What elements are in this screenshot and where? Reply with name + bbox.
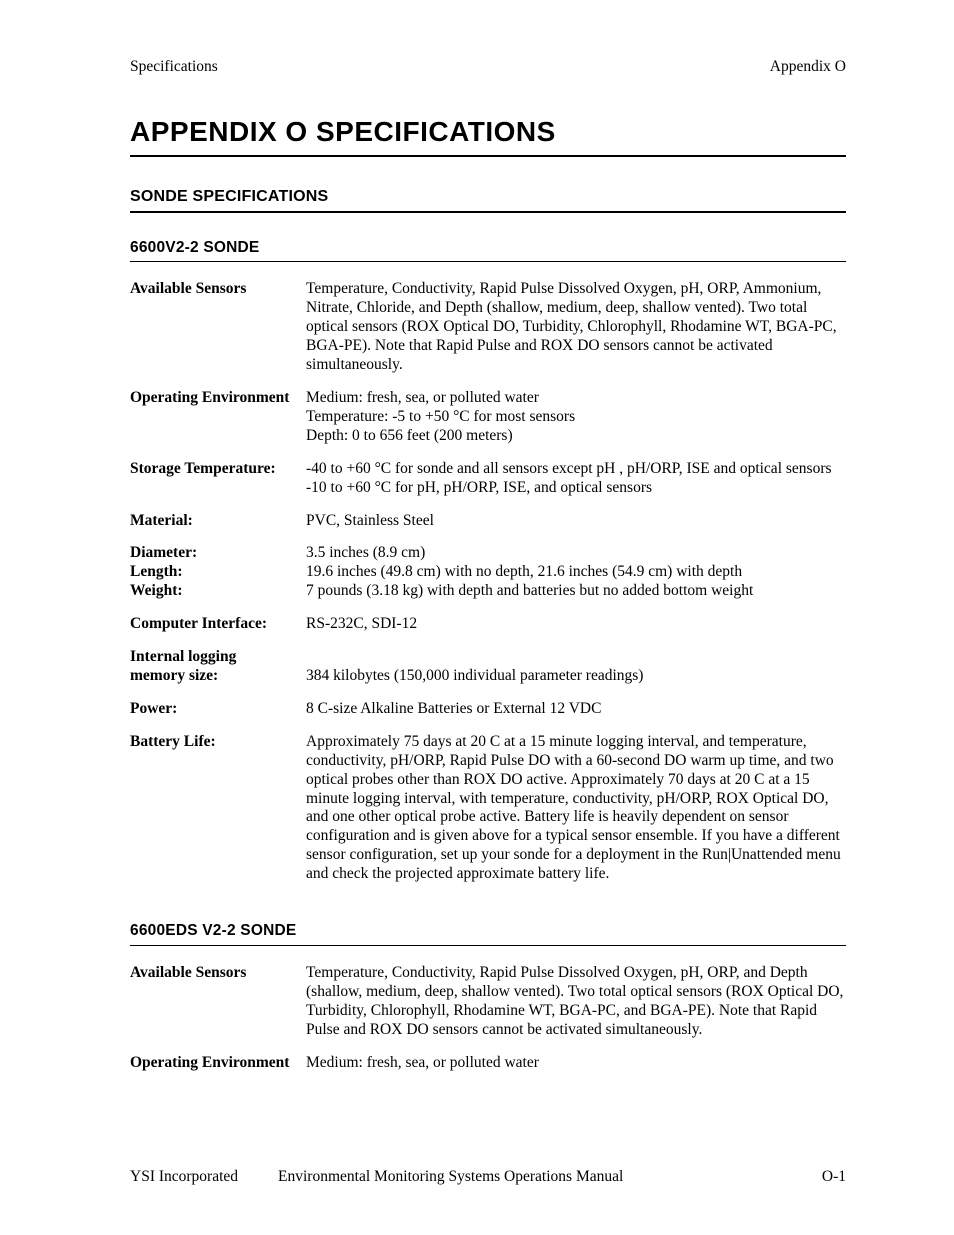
spec-value-line: 384 kilobytes (150,000 individual parame…	[306, 667, 846, 686]
spec-label-line: Weight:	[130, 582, 300, 601]
spec-label-line: Diameter:	[130, 544, 300, 563]
footer-left: YSI Incorporated	[130, 1168, 238, 1187]
spec-label: Operating Environment	[130, 389, 306, 408]
sub-6600eds-v2-2: 6600EDS V2-2 SONDE	[130, 922, 846, 941]
header-left: Specifications	[130, 58, 218, 77]
footer-right: O-1	[822, 1168, 846, 1187]
spec-value-line: 7 pounds (3.18 kg) with depth and batter…	[306, 582, 846, 601]
spec-label: Battery Life:	[130, 733, 306, 752]
footer-center: Environmental Monitoring Systems Operati…	[238, 1168, 822, 1187]
spec-label: Available Sensors	[130, 280, 306, 299]
sub-rule	[130, 261, 846, 262]
spec-label-line: Length:	[130, 563, 300, 582]
spec-value-line: Medium: fresh, sea, or polluted water	[306, 1054, 846, 1073]
page-header: Specifications Appendix O	[130, 58, 846, 77]
spec-power: Power: 8 C-size Alkaline Batteries or Ex…	[130, 700, 846, 719]
spec-available-sensors-2: Available Sensors Temperature, Conductiv…	[130, 964, 846, 1040]
section-rule	[130, 211, 846, 213]
spec-value-line: -40 to +60 °C for sonde and all sensors …	[306, 460, 846, 479]
spec-label: Storage Temperature:	[130, 460, 306, 479]
spec-operating-environment-2: Operating Environment Medium: fresh, sea…	[130, 1054, 846, 1073]
spec-available-sensors: Available Sensors Temperature, Conductiv…	[130, 280, 846, 375]
page-title: APPENDIX O SPECIFICATIONS	[130, 115, 846, 149]
spec-value: 384 kilobytes (150,000 individual parame…	[306, 648, 846, 686]
sub-rule	[130, 945, 846, 946]
spec-computer-interface: Computer Interface: RS-232C, SDI-12	[130, 615, 846, 634]
spec-value: -40 to +60 °C for sonde and all sensors …	[306, 460, 846, 498]
spec-label: Available Sensors	[130, 964, 306, 983]
spec-value-line: Medium: fresh, sea, or polluted water	[306, 389, 846, 408]
spec-material: Material: PVC, Stainless Steel	[130, 512, 846, 531]
spec-label-line: memory size:	[130, 667, 300, 686]
spec-value: RS-232C, SDI-12	[306, 615, 846, 634]
spec-value: PVC, Stainless Steel	[306, 512, 846, 531]
spec-value: Temperature, Conductivity, Rapid Pulse D…	[306, 280, 846, 375]
sub-6600v2-2: 6600V2-2 SONDE	[130, 239, 846, 258]
spec-operating-environment: Operating Environment Medium: fresh, sea…	[130, 389, 846, 446]
spec-value-line: Temperature: -5 to +50 °C for most senso…	[306, 408, 846, 427]
spec-value: Approximately 75 days at 20 C at a 15 mi…	[306, 733, 846, 884]
section-sonde-specifications: SONDE SPECIFICATIONS	[130, 187, 846, 207]
spec-value-line: Depth: 0 to 656 feet (200 meters)	[306, 427, 846, 446]
spec-battery-life: Battery Life: Approximately 75 days at 2…	[130, 733, 846, 884]
spec-dimensions: Diameter: Length: Weight: 3.5 inches (8.…	[130, 544, 846, 601]
spec-value-line: 3.5 inches (8.9 cm)	[306, 544, 846, 563]
spec-label: Computer Interface:	[130, 615, 306, 634]
spec-label: Material:	[130, 512, 306, 531]
title-rule	[130, 155, 846, 157]
spec-value-line: 19.6 inches (49.8 cm) with no depth, 21.…	[306, 563, 846, 582]
spec-label: Internal logging memory size:	[130, 648, 306, 686]
spec-value-line: -10 to +60 °C for pH, pH/ORP, ISE, and o…	[306, 479, 846, 498]
spec-storage-temperature: Storage Temperature: -40 to +60 °C for s…	[130, 460, 846, 498]
spec-internal-logging-memory: Internal logging memory size: 384 kiloby…	[130, 648, 846, 686]
spec-value: Medium: fresh, sea, or polluted water Te…	[306, 389, 846, 446]
spec-value: Medium: fresh, sea, or polluted water	[306, 1054, 846, 1073]
spec-label: Operating Environment	[130, 1054, 306, 1073]
spec-value-line	[306, 648, 846, 667]
spec-value: 3.5 inches (8.9 cm) 19.6 inches (49.8 cm…	[306, 544, 846, 601]
spec-value: Temperature, Conductivity, Rapid Pulse D…	[306, 964, 846, 1040]
header-right: Appendix O	[770, 58, 846, 77]
page-footer: YSI Incorporated Environmental Monitorin…	[130, 1168, 846, 1187]
spec-label: Diameter: Length: Weight:	[130, 544, 306, 601]
spec-label-line: Internal logging	[130, 648, 300, 667]
spec-label: Power:	[130, 700, 306, 719]
spec-value: 8 C-size Alkaline Batteries or External …	[306, 700, 846, 719]
